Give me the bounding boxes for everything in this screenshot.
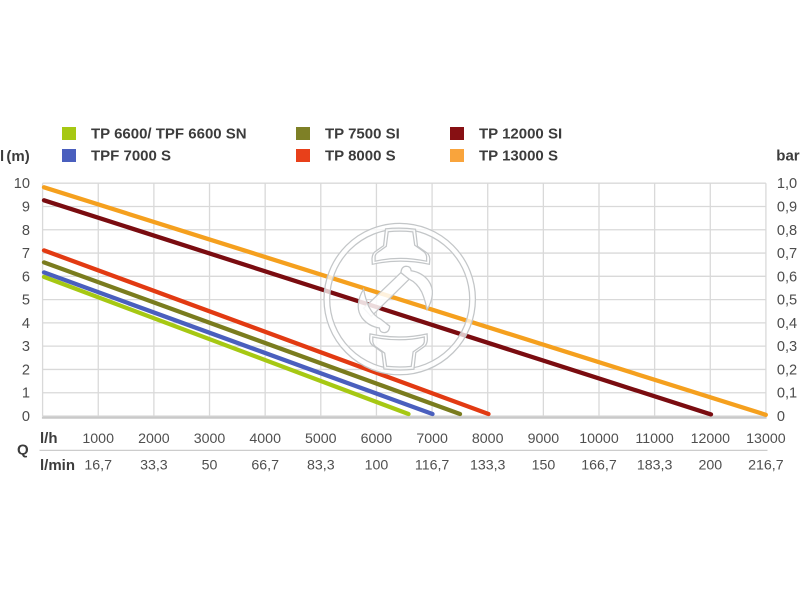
svg-text:13000: 13000 — [746, 431, 786, 447]
svg-text:10: 10 — [14, 176, 30, 192]
svg-text:3000: 3000 — [194, 431, 226, 447]
svg-text:0,1: 0,1 — [777, 386, 797, 402]
svg-text:TP 13000 S: TP 13000 S — [479, 148, 558, 165]
svg-text:7000: 7000 — [416, 431, 448, 447]
svg-text:83,3: 83,3 — [307, 458, 335, 474]
svg-text:9: 9 — [22, 200, 30, 216]
svg-text:216,7: 216,7 — [748, 458, 784, 474]
svg-text:10000: 10000 — [579, 431, 619, 447]
svg-text:0,9: 0,9 — [777, 200, 797, 216]
svg-text:1000: 1000 — [82, 431, 114, 447]
svg-text:50: 50 — [202, 458, 218, 474]
svg-text:166,7: 166,7 — [581, 458, 617, 474]
svg-text:4: 4 — [22, 316, 30, 332]
svg-text:150: 150 — [532, 458, 556, 474]
svg-text:8: 8 — [22, 223, 30, 239]
svg-text:TP 12000 SI: TP 12000 SI — [479, 126, 562, 143]
svg-text:2000: 2000 — [138, 431, 170, 447]
svg-text:1: 1 — [22, 386, 30, 402]
svg-text:l(m): l (m) — [0, 148, 30, 165]
svg-text:116,7: 116,7 — [415, 458, 450, 474]
svg-text:0,8: 0,8 — [777, 223, 797, 239]
svg-text:12000: 12000 — [691, 431, 731, 447]
svg-text:16,7: 16,7 — [84, 458, 112, 474]
svg-text:0,7: 0,7 — [777, 246, 797, 262]
svg-text:TPF 7000 S: TPF 7000 S — [91, 148, 171, 165]
svg-text:66,7: 66,7 — [251, 458, 279, 474]
svg-text:133,3: 133,3 — [470, 458, 506, 474]
svg-text:3: 3 — [22, 339, 30, 355]
svg-text:0,5: 0,5 — [777, 293, 797, 309]
svg-text:Q: Q — [17, 442, 29, 459]
svg-text:8000: 8000 — [472, 431, 504, 447]
svg-text:200: 200 — [698, 458, 722, 474]
svg-text:0,4: 0,4 — [777, 316, 797, 332]
svg-text:7: 7 — [22, 246, 30, 262]
svg-text:bar: bar — [776, 148, 800, 165]
svg-text:0,6: 0,6 — [777, 269, 797, 285]
svg-text:l/h: l/h — [40, 430, 58, 447]
svg-text:183,3: 183,3 — [637, 458, 673, 474]
svg-text:2: 2 — [22, 362, 30, 378]
svg-text:TP 6600/ TPF 6600 SN: TP 6600/ TPF 6600 SN — [91, 126, 247, 143]
svg-text:TP 7500 SI: TP 7500 SI — [325, 126, 400, 143]
svg-text:5000: 5000 — [305, 431, 337, 447]
svg-text:4000: 4000 — [249, 431, 281, 447]
svg-text:100: 100 — [365, 458, 389, 474]
svg-text:6000: 6000 — [361, 431, 393, 447]
svg-text:11000: 11000 — [635, 431, 674, 447]
svg-text:0,3: 0,3 — [777, 339, 797, 355]
svg-text:9000: 9000 — [528, 431, 560, 447]
svg-text:6: 6 — [22, 269, 30, 285]
svg-text:TP 8000 S: TP 8000 S — [325, 148, 396, 165]
svg-text:0: 0 — [22, 409, 30, 425]
svg-text:33,3: 33,3 — [140, 458, 168, 474]
svg-text:0,2: 0,2 — [777, 362, 797, 378]
svg-text:0: 0 — [777, 409, 785, 425]
svg-text:l/min: l/min — [40, 457, 75, 474]
svg-text:5: 5 — [22, 293, 30, 309]
svg-text:1,0: 1,0 — [777, 176, 797, 192]
